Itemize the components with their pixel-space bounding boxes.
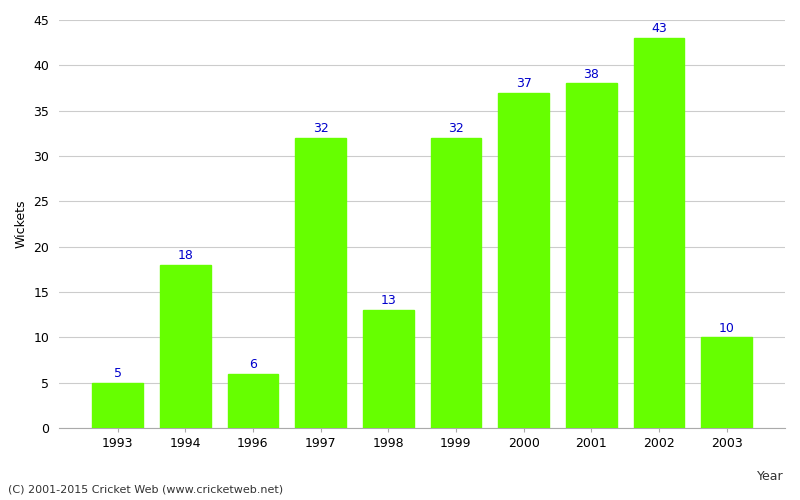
Bar bbox=[363, 310, 414, 428]
Text: Year: Year bbox=[758, 470, 784, 483]
Bar bbox=[227, 374, 278, 428]
Text: 5: 5 bbox=[114, 367, 122, 380]
Text: 18: 18 bbox=[178, 249, 193, 262]
Bar bbox=[160, 265, 210, 428]
Text: 6: 6 bbox=[249, 358, 257, 371]
Bar bbox=[92, 382, 143, 428]
Bar bbox=[566, 84, 617, 428]
Bar bbox=[430, 138, 482, 428]
Text: 10: 10 bbox=[718, 322, 734, 334]
Text: 32: 32 bbox=[313, 122, 329, 135]
Y-axis label: Wickets: Wickets bbox=[15, 200, 28, 248]
Text: 38: 38 bbox=[583, 68, 599, 80]
Bar bbox=[702, 338, 752, 428]
Text: 43: 43 bbox=[651, 22, 667, 36]
Bar bbox=[295, 138, 346, 428]
Text: (C) 2001-2015 Cricket Web (www.cricketweb.net): (C) 2001-2015 Cricket Web (www.cricketwe… bbox=[8, 485, 283, 495]
Bar bbox=[498, 92, 549, 428]
Text: 13: 13 bbox=[380, 294, 396, 308]
Bar bbox=[634, 38, 684, 428]
Text: 32: 32 bbox=[448, 122, 464, 135]
Text: 37: 37 bbox=[516, 77, 531, 90]
